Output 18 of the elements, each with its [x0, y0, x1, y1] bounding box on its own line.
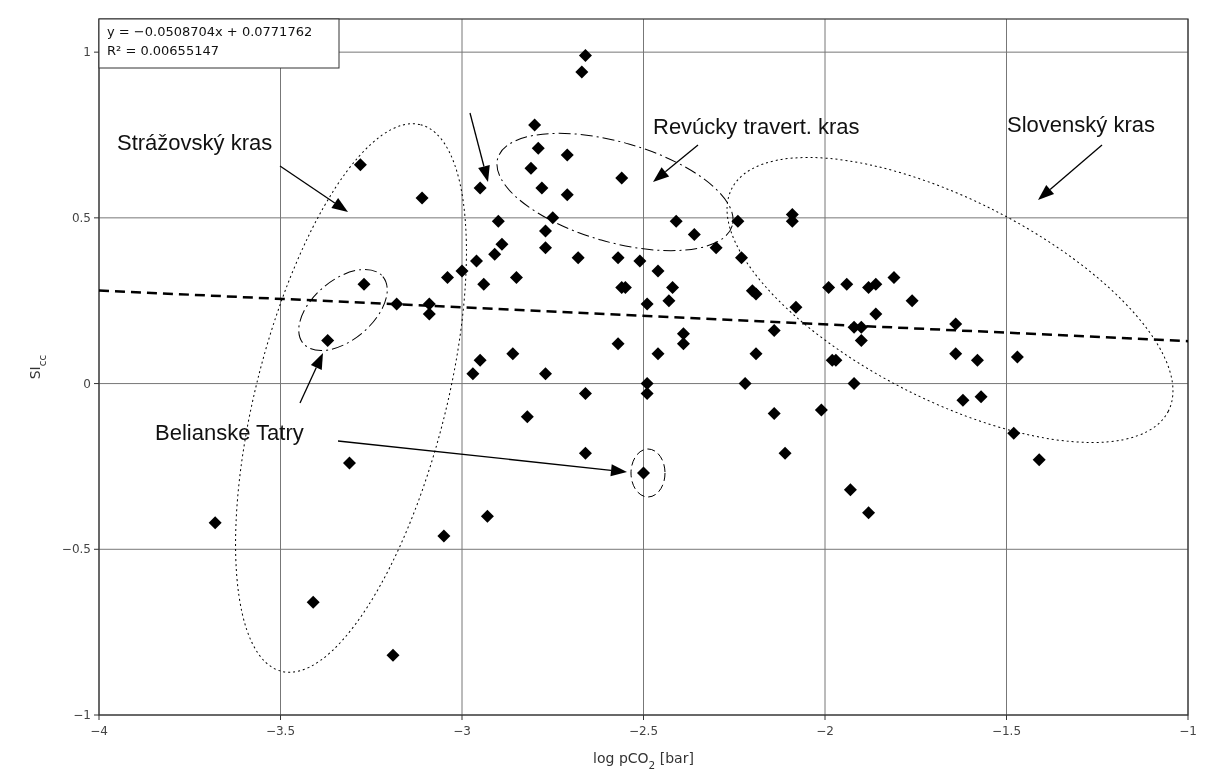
x-tick-label: −4 — [90, 724, 108, 738]
x-tick-label: −3 — [453, 724, 471, 738]
x-tick-label: −3.5 — [265, 724, 296, 738]
y-tick-label: 0 — [83, 376, 91, 391]
annotation: R² = 0.00655147 — [107, 43, 219, 58]
annotation: y = −0.0508704x + 0.0771762 — [107, 24, 313, 39]
y-tick-label: −0.5 — [61, 542, 91, 557]
x-tick-label: −1.5 — [991, 724, 1022, 738]
y-tick-label: −1 — [73, 708, 91, 722]
y-tick-label: 1 — [83, 45, 91, 60]
annotation: Slovenský kras — [1007, 112, 1155, 137]
annotation: Revúcky travert. kras — [653, 114, 860, 139]
y-tick-label: 0.5 — [71, 210, 91, 225]
x-axis-title: log pCO$_{2}$ [bar] — [593, 750, 694, 771]
annotation: Strážovský kras — [117, 130, 273, 155]
x-tick-label: −1 — [1179, 724, 1197, 738]
x-tick-label: −2 — [816, 724, 834, 738]
x-tick-label: −2.5 — [628, 724, 659, 738]
